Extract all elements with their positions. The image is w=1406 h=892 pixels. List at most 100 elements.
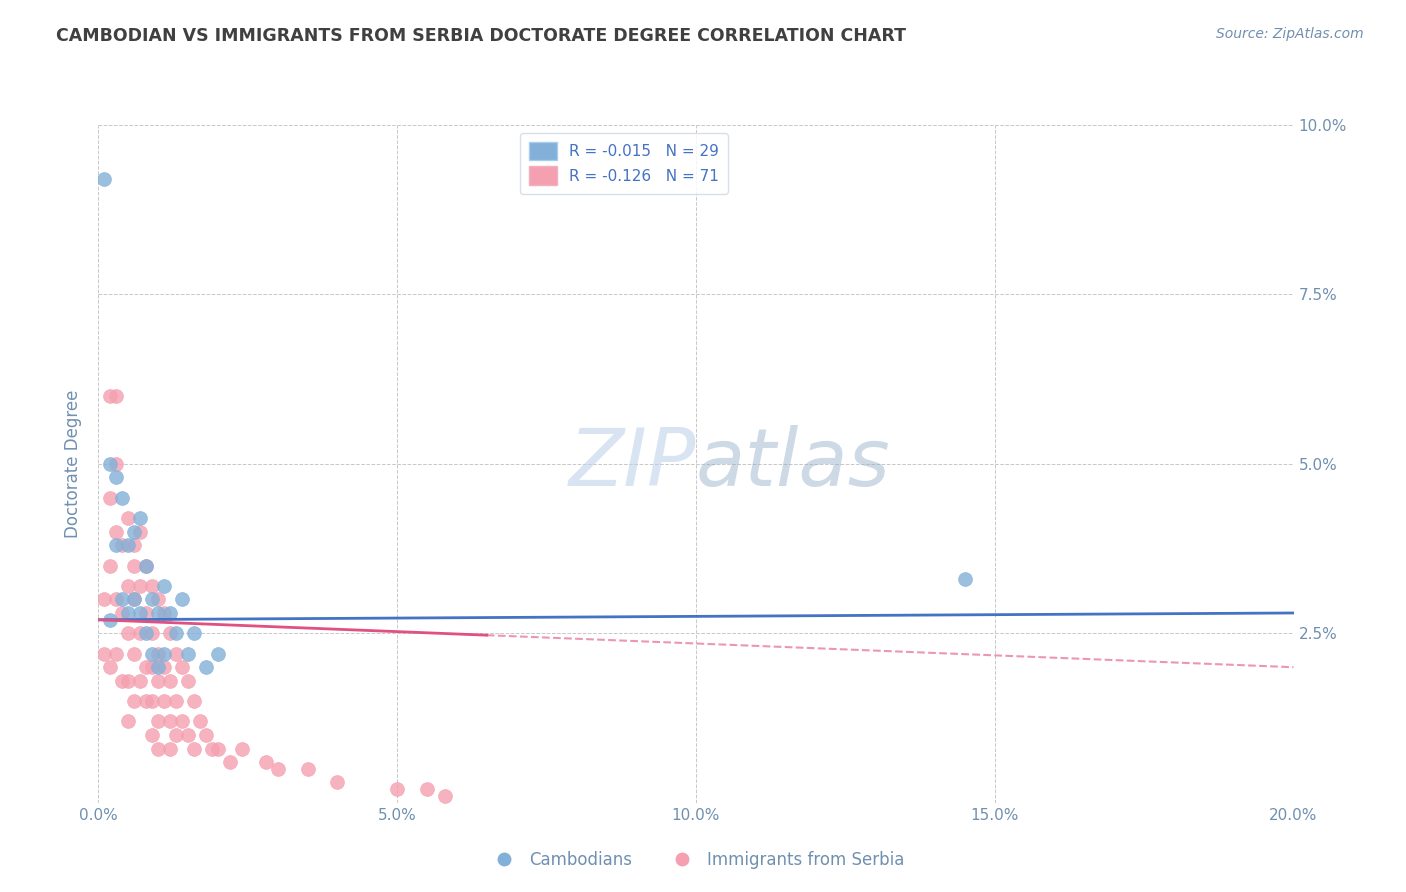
Point [124, 694, 146, 708]
Point [124, 647, 146, 661]
Point [183, 626, 205, 640]
Point [159, 673, 181, 688]
Point [141, 660, 163, 674]
Point [231, 741, 253, 756]
Text: Source: ZipAtlas.com: Source: ZipAtlas.com [1216, 27, 1364, 41]
Point [117, 538, 139, 552]
Point [219, 755, 242, 769]
Point [117, 673, 139, 688]
Point [117, 626, 139, 640]
Point [111, 491, 134, 505]
Point [172, 592, 194, 607]
Point [100, 491, 122, 505]
Point [141, 579, 163, 593]
Point [100, 389, 122, 403]
Point [183, 741, 205, 756]
Point [148, 606, 170, 620]
Point [105, 647, 128, 661]
Point [159, 626, 181, 640]
Point [100, 457, 122, 471]
Point [148, 592, 170, 607]
Point [201, 741, 224, 756]
Point [148, 673, 170, 688]
Point [141, 694, 163, 708]
Point [153, 579, 176, 593]
Point [159, 741, 181, 756]
Point [111, 606, 134, 620]
Text: atlas: atlas [696, 425, 891, 503]
Point [153, 660, 176, 674]
Point [141, 592, 163, 607]
Point [105, 592, 128, 607]
Point [100, 660, 122, 674]
Point [135, 558, 157, 573]
Point [100, 613, 122, 627]
Point [135, 606, 157, 620]
Point [124, 592, 146, 607]
Point [124, 538, 146, 552]
Point [129, 673, 152, 688]
Point [297, 762, 319, 776]
Point [105, 389, 128, 403]
Y-axis label: Doctorate Degree: Doctorate Degree [65, 390, 83, 538]
Point [135, 660, 157, 674]
Point [195, 660, 218, 674]
Legend: Cambodians, Immigrants from Serbia: Cambodians, Immigrants from Serbia [481, 845, 911, 876]
Point [165, 728, 187, 742]
Point [129, 626, 152, 640]
Point [117, 606, 139, 620]
Point [183, 694, 205, 708]
Point [124, 558, 146, 573]
Point [172, 714, 194, 729]
Point [93, 647, 115, 661]
Point [165, 647, 187, 661]
Point [165, 694, 187, 708]
Text: CAMBODIAN VS IMMIGRANTS FROM SERBIA DOCTORATE DEGREE CORRELATION CHART: CAMBODIAN VS IMMIGRANTS FROM SERBIA DOCT… [56, 27, 907, 45]
Point [416, 782, 439, 797]
Point [177, 673, 200, 688]
Point [148, 741, 170, 756]
Point [207, 647, 229, 661]
Point [124, 524, 146, 539]
Point [148, 714, 170, 729]
Point [153, 606, 176, 620]
Point [159, 714, 181, 729]
Point [177, 728, 200, 742]
Point [153, 694, 176, 708]
Point [93, 592, 115, 607]
Point [148, 660, 170, 674]
Point [129, 511, 152, 525]
Point [135, 626, 157, 640]
Point [165, 626, 187, 640]
Point [385, 782, 409, 797]
Point [129, 524, 152, 539]
Point [141, 728, 163, 742]
Point [129, 606, 152, 620]
Point [953, 572, 976, 586]
Point [105, 457, 128, 471]
Point [153, 647, 176, 661]
Point [434, 789, 457, 803]
Point [188, 714, 211, 729]
Point [254, 755, 277, 769]
Point [207, 741, 229, 756]
Point [172, 660, 194, 674]
Point [105, 470, 128, 484]
Point [105, 524, 128, 539]
Point [129, 579, 152, 593]
Point [267, 762, 290, 776]
Text: ZIP: ZIP [568, 425, 696, 503]
Point [117, 579, 139, 593]
Point [105, 538, 128, 552]
Point [117, 511, 139, 525]
Point [111, 592, 134, 607]
Point [117, 714, 139, 729]
Point [111, 538, 134, 552]
Point [148, 647, 170, 661]
Point [124, 592, 146, 607]
Point [195, 728, 218, 742]
Point [135, 558, 157, 573]
Point [326, 775, 349, 789]
Point [141, 626, 163, 640]
Point [111, 673, 134, 688]
